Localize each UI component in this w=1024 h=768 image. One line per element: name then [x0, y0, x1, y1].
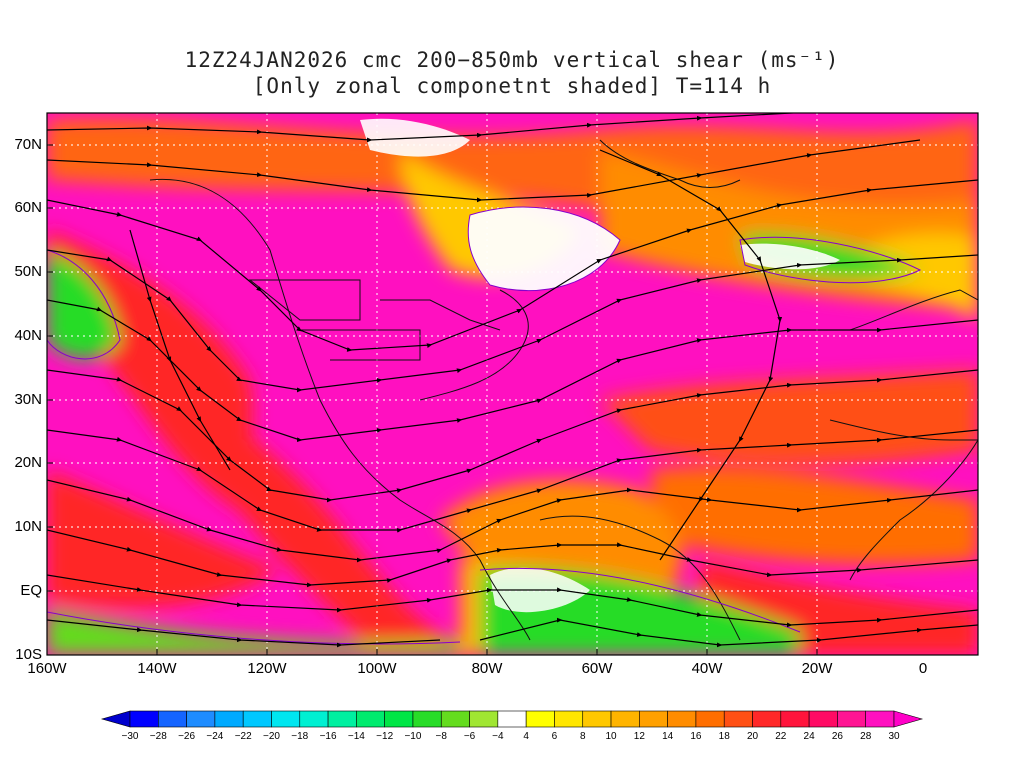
colorbar-tick-label: 10	[605, 731, 617, 742]
colorbar-tick-label: 30	[888, 731, 900, 742]
colorbar-swatch	[186, 710, 216, 728]
colorbar-swatch	[582, 710, 612, 728]
colorbar-tick-label: −16	[320, 731, 337, 742]
colorbar-tick-label: −24	[206, 731, 223, 742]
colorbar-swatch	[865, 710, 895, 728]
colorbar-swatch	[299, 710, 329, 728]
colorbar-swatch	[723, 710, 753, 728]
colorbar-tick-label: 8	[580, 731, 586, 742]
colorbar-arrow-low	[100, 710, 131, 728]
lon-label: 160W	[27, 660, 67, 677]
colorbar-tick-label: −18	[291, 731, 308, 742]
colorbar-swatch	[469, 710, 499, 728]
colorbar-tick-label: −14	[348, 731, 365, 742]
lon-label: 80W	[471, 660, 503, 677]
colorbar-tick-label: −30	[122, 731, 139, 742]
colorbar-tick-label: −28	[150, 731, 167, 742]
lat-label: 50N	[14, 263, 42, 280]
lat-label: 30N	[14, 391, 42, 408]
colorbar: −30 −28 −26 −24 −22 −20 −18 −16 −14 −12 −10 −8 −6 −4 4…	[100, 710, 924, 742]
lon-label: 120W	[247, 660, 287, 677]
colorbar-swatch	[639, 710, 668, 728]
lon-label: 40W	[691, 660, 723, 677]
lat-label: 60N	[14, 199, 42, 216]
lon-label: 20W	[801, 660, 833, 677]
colorbar-swatch	[242, 710, 272, 728]
colorbar-tick-label: 4	[523, 731, 529, 742]
colorbar-swatch	[384, 710, 414, 728]
colorbar-tick-label: 6	[552, 731, 558, 742]
colorbar-tick-label: −4	[492, 731, 504, 742]
colorbar-swatch	[412, 710, 442, 728]
colorbar-tick-label: 18	[719, 731, 731, 742]
colorbar-swatch	[157, 710, 187, 728]
colorbar-swatch	[214, 710, 244, 728]
colorbar-swatch	[752, 710, 782, 728]
colorbar-swatch	[695, 710, 725, 728]
colorbar-tick-label: −10	[404, 731, 421, 742]
colorbar-swatch	[497, 710, 527, 728]
lon-label: 100W	[357, 660, 397, 677]
lon-label: 60W	[581, 660, 613, 677]
lat-label: EQ	[20, 582, 42, 599]
colorbar-tick-label: −20	[263, 731, 280, 742]
streamlines	[47, 113, 978, 648]
colorbar-tick-label: −22	[235, 731, 252, 742]
chart-subtitle: [Only zonal componetnt shaded] T=114 h	[252, 74, 772, 98]
colorbar-swatch	[525, 710, 555, 728]
lat-label: 70N	[14, 136, 42, 153]
colorbar-swatch	[440, 710, 470, 728]
lat-label: 10N	[14, 518, 42, 535]
colorbar-swatch	[271, 710, 301, 728]
lat-label: 40N	[14, 327, 42, 344]
colorbar-swatch	[837, 710, 867, 728]
colorbar-tick-label: 14	[662, 731, 674, 742]
lon-label: 140W	[137, 660, 177, 677]
colorbar-tick-label: 24	[804, 731, 816, 742]
colorbar-tick-label: 28	[860, 731, 872, 742]
colorbar-swatch	[327, 710, 357, 728]
shaded-field	[47, 113, 978, 655]
colorbar-tick-label: 16	[690, 731, 702, 742]
chart-title: 12Z24JAN2026 cmc 200−850mb vertical shea…	[184, 48, 840, 72]
lat-label: 10S	[15, 646, 42, 663]
colorbar-swatch	[610, 710, 640, 728]
colorbar-swatch	[129, 710, 159, 728]
colorbar-tick-label: −26	[178, 731, 195, 742]
colorbar-arrow-high	[893, 710, 924, 728]
colorbar-swatch	[554, 710, 584, 728]
colorbar-tick-label: 26	[832, 731, 844, 742]
colorbar-tick-label: 12	[634, 731, 646, 742]
colorbar-tick-label: 20	[747, 731, 759, 742]
colorbar-swatch	[356, 710, 385, 728]
lat-label: 20N	[14, 454, 42, 471]
colorbar-tick-label: −12	[376, 731, 393, 742]
colorbar-swatch	[780, 710, 810, 728]
colorbar-swatch	[808, 710, 838, 728]
lon-label: 0	[918, 660, 928, 677]
colorbar-swatch	[667, 710, 697, 728]
colorbar-tick-label: −8	[436, 731, 448, 742]
colorbar-tick-label: −6	[464, 731, 476, 742]
colorbar-tick-label: 22	[775, 731, 787, 742]
